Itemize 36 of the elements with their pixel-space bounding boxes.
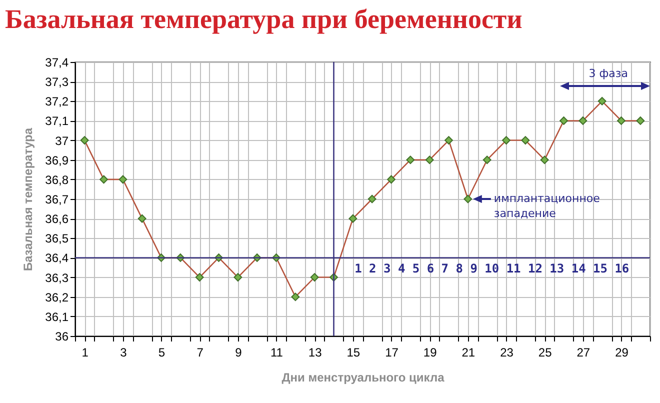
- y-tick-label: 36,8: [45, 172, 69, 187]
- y-tick-label: 36,3: [45, 270, 69, 285]
- x-tick-label: 23: [500, 346, 514, 360]
- x-tick-label: 21: [462, 346, 476, 360]
- x-tick-label: 27: [576, 346, 590, 360]
- x-axis-title: Дни менструального цикла: [282, 370, 445, 384]
- y-tick-label: 36,9: [45, 153, 69, 168]
- annotation: 3 фаза: [588, 67, 628, 80]
- chart-title: Базальная температура при беременности: [5, 4, 522, 34]
- y-axis-title: Базальная температура: [21, 128, 36, 272]
- y-tick-label: 37,4: [45, 56, 69, 70]
- y-tick-label: 36,2: [45, 290, 69, 304]
- x-tick-label: 11: [270, 346, 284, 360]
- x-tick-label: 25: [538, 346, 552, 360]
- y-tick-label: 36,6: [45, 212, 69, 226]
- x-tick-label: 9: [235, 346, 242, 360]
- x-tick-label: 19: [423, 346, 438, 360]
- y-tick-label: 36,1: [45, 310, 69, 324]
- y-tick-label: 37: [55, 134, 69, 148]
- y-tick-label: 36,7: [45, 192, 69, 206]
- x-tick-label: 5: [158, 346, 166, 360]
- annotation: 1 2 3 4 5 6 7 8 9 10 11 12 13 14 15 16: [354, 262, 630, 276]
- x-tick-label: 3: [120, 346, 128, 360]
- x-tick-label: 29: [615, 346, 629, 360]
- y-tick-label: 36,4: [45, 251, 69, 266]
- y-tick-label: 37,1: [45, 114, 69, 128]
- y-tick-label: 36: [55, 330, 69, 344]
- x-tick-label: 1: [82, 346, 89, 360]
- x-tick-label: 13: [308, 346, 322, 360]
- x-tick-label: 17: [385, 346, 399, 360]
- y-tick-label: 36,5: [45, 232, 69, 246]
- annotation: имплантационное западение: [494, 192, 600, 220]
- x-tick-label: 15: [346, 346, 360, 360]
- y-tick-label: 37,2: [45, 94, 69, 109]
- x-tick-label: 7: [196, 346, 204, 360]
- y-tick-label: 37,3: [45, 75, 69, 90]
